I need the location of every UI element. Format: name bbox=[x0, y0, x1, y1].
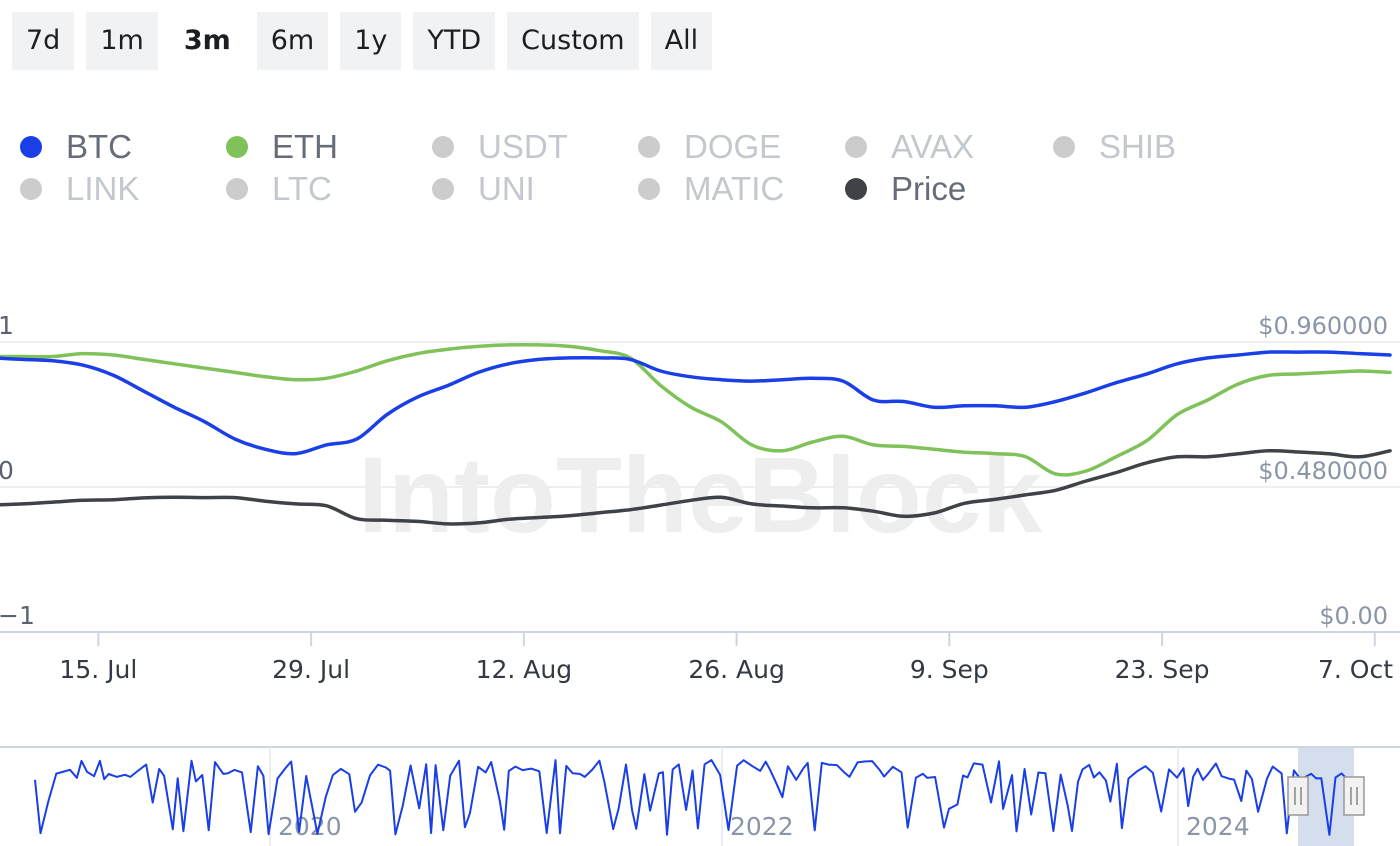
x-axis-label: 15. Jul bbox=[59, 655, 137, 684]
navigator-axis-label: 2022 bbox=[730, 812, 794, 841]
legend-item-link[interactable]: LINK bbox=[20, 167, 139, 211]
legend-label: BTC bbox=[66, 128, 132, 165]
series-line-eth bbox=[0, 343, 1392, 477]
legend-item-ltc[interactable]: LTC bbox=[226, 167, 332, 211]
legend-marker-icon bbox=[20, 178, 42, 200]
legend-marker-icon bbox=[226, 178, 248, 200]
legend-item-avax[interactable]: AVAX bbox=[845, 125, 974, 169]
range-button-custom[interactable]: Custom bbox=[507, 12, 639, 70]
navigator-axis-label: 2020 bbox=[278, 812, 342, 841]
x-axis-label: 26. Aug bbox=[688, 655, 785, 684]
legend-item-eth[interactable]: ETH bbox=[226, 125, 338, 169]
legend-label: MATIC bbox=[684, 170, 785, 207]
legend: BTC ETH USDT DOGE AVAX SHIB LINK LTC UNI MATIC Pri… bbox=[0, 0, 1400, 240]
legend-marker-icon bbox=[20, 136, 42, 158]
legend-label: ETH bbox=[272, 128, 338, 165]
navigator-handle-left[interactable] bbox=[1287, 776, 1309, 816]
legend-label: LINK bbox=[66, 170, 140, 207]
x-axis-label: 23. Sep bbox=[1115, 655, 1210, 684]
range-button-ytd[interactable]: YTD bbox=[413, 12, 496, 70]
x-axis-label: 9. Sep bbox=[910, 655, 989, 684]
legend-item-uni[interactable]: UNI bbox=[432, 167, 535, 211]
navigator-sparkline bbox=[34, 759, 1348, 836]
legend-marker-icon bbox=[226, 136, 248, 158]
legend-item-btc[interactable]: BTC bbox=[20, 125, 132, 169]
range-button-1m[interactable]: 1m bbox=[86, 12, 158, 70]
legend-item-price[interactable]: Price bbox=[845, 167, 966, 211]
right-axis-tick: $0.00 bbox=[1319, 602, 1388, 630]
legend-label: DOGE bbox=[684, 128, 782, 165]
legend-label: LTC bbox=[272, 170, 332, 207]
legend-marker-icon bbox=[845, 136, 867, 158]
navigator-axis-label: 2024 bbox=[1186, 812, 1250, 841]
legend-label: Price bbox=[891, 170, 967, 207]
legend-label: USDT bbox=[478, 128, 568, 165]
legend-item-usdt[interactable]: USDT bbox=[432, 125, 568, 169]
range-button-7d[interactable]: 7d bbox=[12, 12, 75, 70]
legend-marker-icon bbox=[432, 136, 454, 158]
range-selector: 7d 1m 3m 6m 1y YTD Custom All bbox=[12, 12, 713, 70]
watermark: IntoTheBlock bbox=[358, 434, 1043, 555]
right-axis-tick: $0.960000 bbox=[1258, 312, 1388, 340]
right-axis-tick: $0.480000 bbox=[1258, 457, 1388, 485]
range-button-1y[interactable]: 1y bbox=[340, 12, 402, 70]
legend-marker-icon bbox=[845, 178, 867, 200]
legend-item-doge[interactable]: DOGE bbox=[638, 125, 781, 169]
legend-item-matic[interactable]: MATIC bbox=[638, 167, 784, 211]
legend-label: SHIB bbox=[1099, 128, 1177, 165]
legend-marker-icon bbox=[638, 178, 660, 200]
legend-label: UNI bbox=[478, 170, 535, 207]
legend-marker-icon bbox=[638, 136, 660, 158]
navigator-handle-right[interactable] bbox=[1343, 776, 1365, 816]
x-axis-label: 29. Jul bbox=[272, 655, 350, 684]
legend-marker-icon bbox=[1053, 136, 1075, 158]
legend-item-shib[interactable]: SHIB bbox=[1053, 125, 1176, 169]
left-axis-tick: −1 bbox=[0, 601, 35, 630]
range-button-all[interactable]: All bbox=[650, 12, 713, 70]
left-axis-tick: 1 bbox=[0, 311, 14, 340]
left-axis-tick: 0 bbox=[0, 456, 14, 485]
series-line-btc bbox=[0, 350, 1392, 456]
x-axis-label: 12. Aug bbox=[476, 655, 573, 684]
series-line-price bbox=[0, 448, 1392, 526]
range-button-6m[interactable]: 6m bbox=[256, 12, 329, 70]
range-button-3m[interactable]: 3m bbox=[169, 12, 245, 70]
legend-label: AVAX bbox=[891, 128, 975, 165]
x-axis-label: 7. Oct bbox=[1318, 655, 1393, 684]
legend-marker-icon bbox=[432, 178, 454, 200]
